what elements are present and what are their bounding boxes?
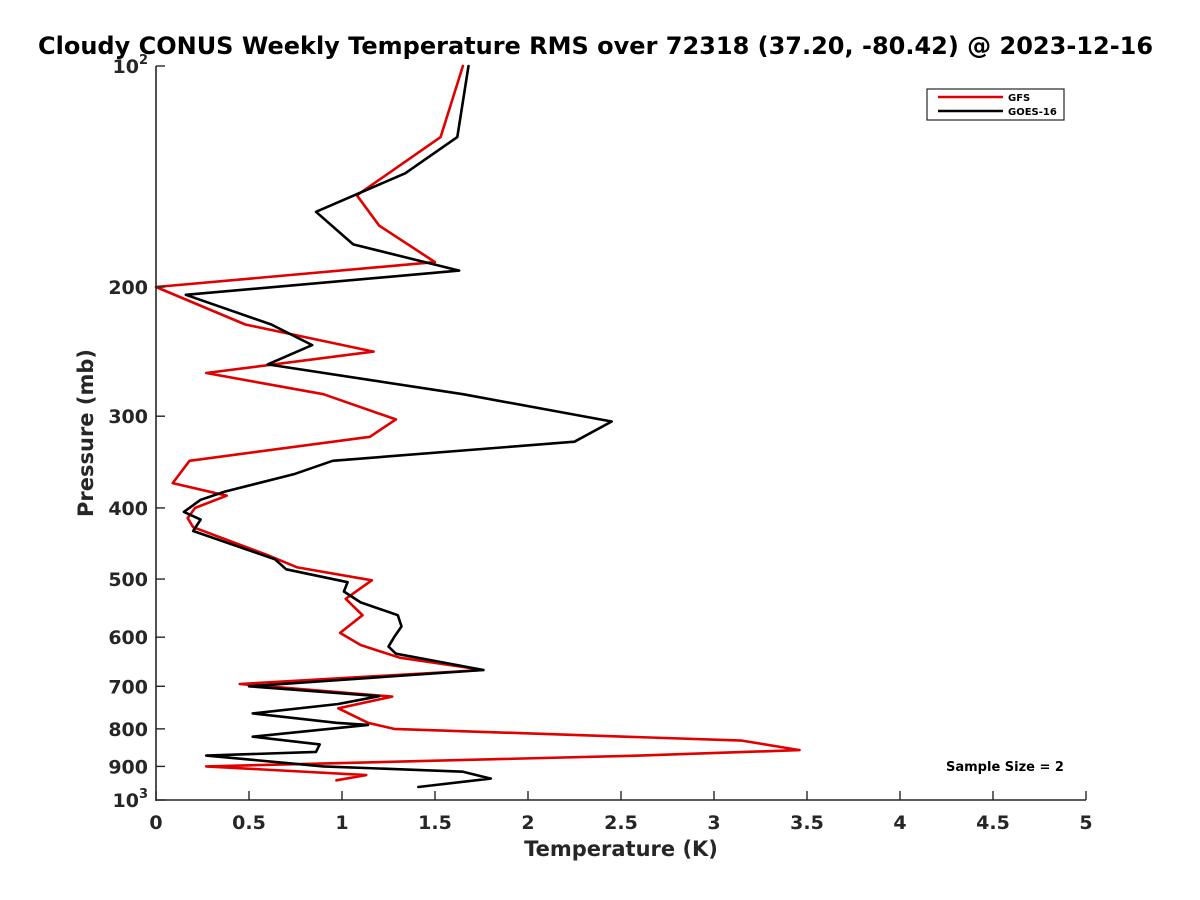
y-tick-label: 900 <box>108 756 148 778</box>
x-tick-label: 3 <box>707 812 720 834</box>
series-line-goes-16 <box>182 64 614 789</box>
legend-box <box>926 88 1065 121</box>
sample-size-annotation: Sample Size = 2 <box>946 760 1064 775</box>
legend-entry-goes16: GOES-16 <box>1008 107 1057 118</box>
y-tick-label: 200 <box>108 277 148 299</box>
y-tick-label: 102 <box>113 53 149 78</box>
y-ticks: 102 200 300 400 500 600 700 800 900 103 <box>108 53 165 812</box>
legend-entry-gfs: GFS <box>1008 93 1030 104</box>
y-tick-label: 700 <box>108 676 148 698</box>
x-tick-label: 0 <box>149 812 162 834</box>
series-line-gfs <box>154 64 801 782</box>
x-tick-label: 2 <box>521 812 534 834</box>
legend: GFS GOES-16 <box>926 88 1065 121</box>
x-tick-label: 2.5 <box>604 812 638 834</box>
y-tick-label: 800 <box>108 719 148 741</box>
x-tick-label: 0.5 <box>232 812 266 834</box>
x-axis-label: Temperature (K) <box>524 837 718 861</box>
chart-title: Cloudy CONUS Weekly Temperature RMS over… <box>38 32 1153 60</box>
x-tick-label: 4.5 <box>976 812 1010 834</box>
x-tick-label: 1 <box>335 812 348 834</box>
x-tick-label: 5 <box>1079 812 1092 834</box>
x-ticks: 0 0.5 1 1.5 2 2.5 3 3.5 4 4.5 5 <box>149 791 1093 834</box>
y-axis-label: Pressure (mb) <box>74 349 98 517</box>
x-tick-label: 1.5 <box>418 812 452 834</box>
series-layer <box>154 64 801 789</box>
x-tick-label: 4 <box>893 812 906 834</box>
y-tick-label: 300 <box>108 406 148 428</box>
y-tick-label: 500 <box>108 569 148 591</box>
x-tick-label: 3.5 <box>790 812 824 834</box>
y-tick-label: 103 <box>113 787 149 812</box>
y-tick-label: 600 <box>108 627 148 649</box>
y-tick-label: 400 <box>108 498 148 520</box>
